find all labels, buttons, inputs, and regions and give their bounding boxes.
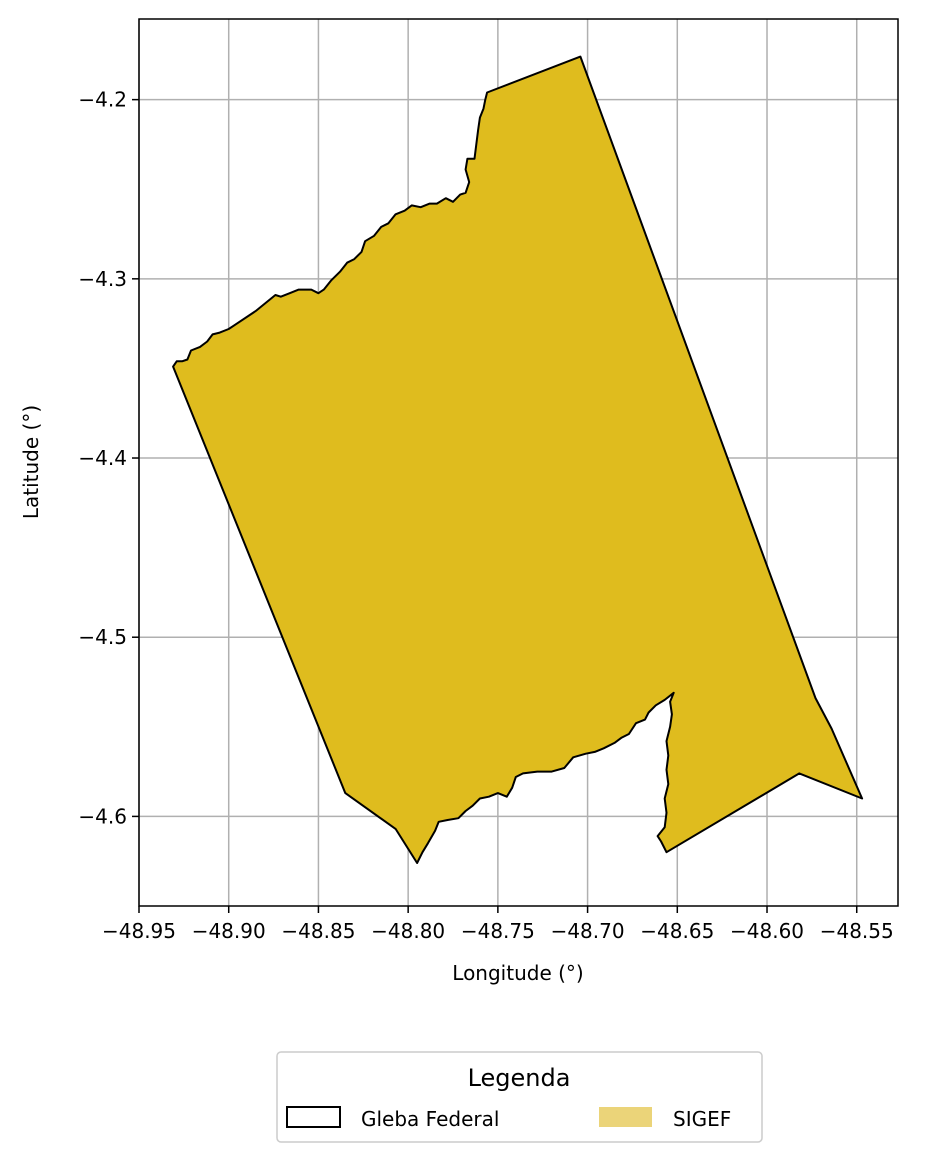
y-tick-label: −4.6 bbox=[78, 804, 127, 828]
legend: Legenda Gleba Federal SIGEF bbox=[276, 1051, 763, 1143]
x-tick-label: −48.70 bbox=[551, 919, 625, 943]
legend-swatch-gleba-federal bbox=[286, 1106, 341, 1128]
y-tick-label: −4.3 bbox=[78, 267, 127, 291]
sigef-polygon bbox=[172, 55, 864, 864]
legend-swatch-sigef bbox=[599, 1107, 652, 1127]
x-tick-label: −48.90 bbox=[192, 919, 266, 943]
legend-title: Legenda bbox=[468, 1064, 571, 1092]
plot-frame bbox=[138, 18, 899, 907]
x-tick-label: −48.95 bbox=[102, 919, 176, 943]
y-tick-label: −4.5 bbox=[78, 625, 127, 649]
x-tick-label: −48.60 bbox=[730, 919, 804, 943]
legend-label-gleba-federal: Gleba Federal bbox=[361, 1107, 499, 1131]
x-tick-label: −48.80 bbox=[371, 919, 445, 943]
x-axis-ticks: −48.95 −48.90 −48.85 −48.80 −48.75 −48.70 −48.… bbox=[102, 906, 894, 943]
x-tick-label: −48.85 bbox=[281, 919, 355, 943]
legend-label-sigef: SIGEF bbox=[673, 1107, 731, 1131]
x-tick-label: −48.75 bbox=[461, 919, 535, 943]
x-tick-label: −48.55 bbox=[820, 919, 894, 943]
x-axis-label: Longitude (°) bbox=[452, 961, 583, 985]
y-tick-label: −4.4 bbox=[78, 446, 127, 470]
y-tick-label: −4.2 bbox=[78, 88, 127, 112]
y-axis-ticks: −4.2 −4.3 −4.4 −4.5 −4.6 bbox=[78, 88, 139, 828]
y-axis-label: Latitude (°) bbox=[19, 405, 43, 519]
x-tick-label: −48.65 bbox=[640, 919, 714, 943]
